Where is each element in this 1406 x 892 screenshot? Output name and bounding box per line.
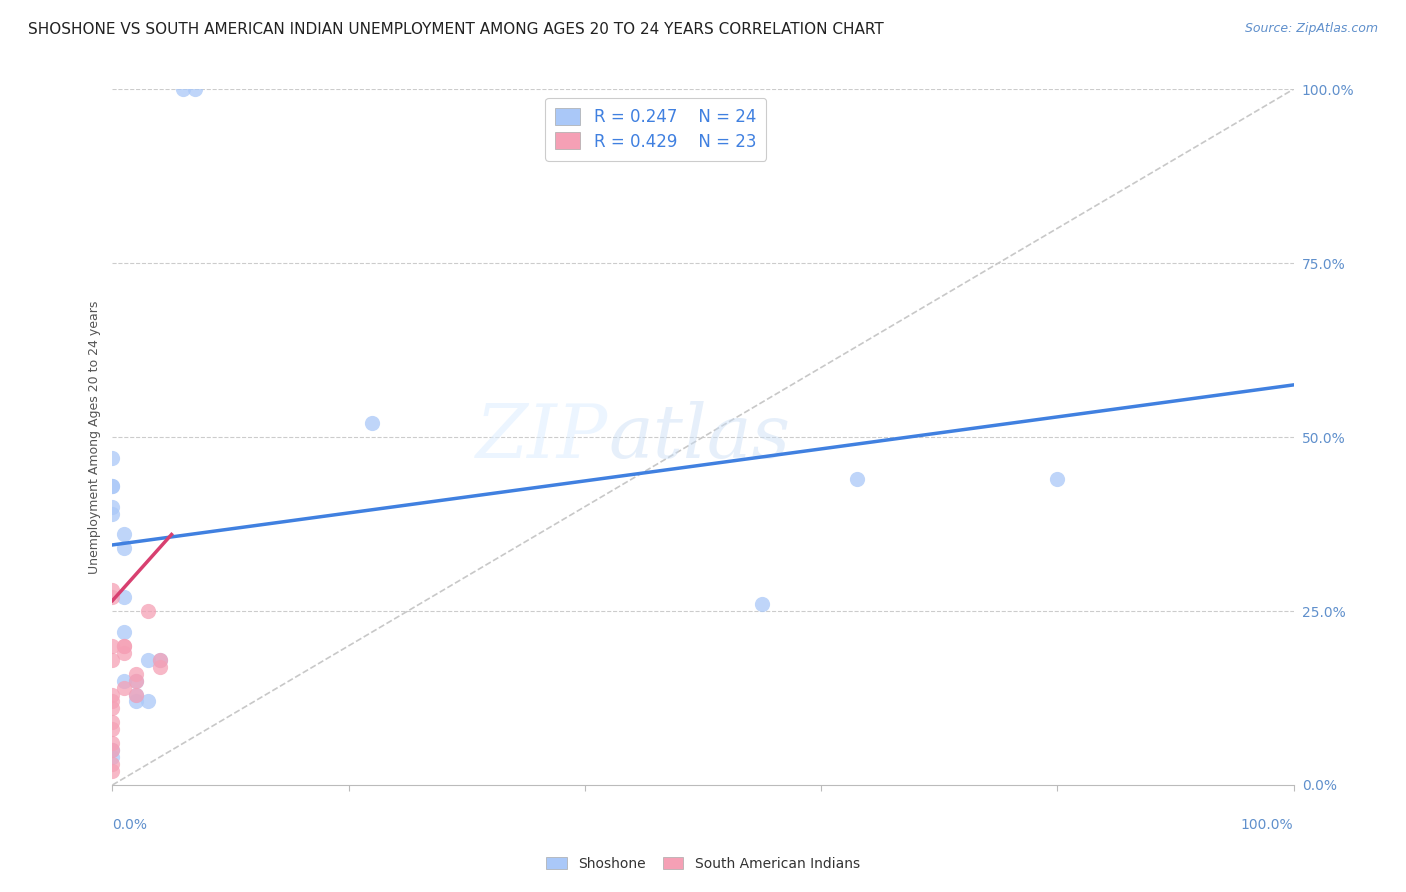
Point [101, 590, 124, 604]
Point [101, 583, 124, 598]
Point [101, 715, 124, 730]
Point [101, 479, 124, 493]
Point [112, 624, 135, 639]
Point [125, 688, 148, 702]
Point [125, 673, 148, 688]
Point [101, 653, 124, 667]
Point [101, 450, 124, 465]
Y-axis label: Unemployment Among Ages 20 to 24 years: Unemployment Among Ages 20 to 24 years [89, 301, 101, 574]
Point [112, 541, 135, 556]
Point [184, 82, 207, 96]
Point [101, 479, 124, 493]
Point [112, 673, 135, 688]
Point [112, 646, 135, 660]
Point [149, 653, 172, 667]
Point [101, 688, 124, 702]
Legend: Shoshone, South American Indians: Shoshone, South American Indians [541, 851, 865, 876]
Point [136, 653, 159, 667]
Point [112, 639, 135, 653]
Point [101, 723, 124, 737]
Text: ZIP: ZIP [477, 401, 609, 474]
Point [125, 688, 148, 702]
Point [112, 527, 135, 541]
Point [101, 639, 124, 653]
Point [136, 694, 159, 708]
Point [112, 590, 135, 604]
Point [101, 757, 124, 772]
Point [125, 666, 148, 681]
Point [101, 743, 124, 757]
Point [101, 694, 124, 708]
Point [751, 597, 773, 611]
Text: Source: ZipAtlas.com: Source: ZipAtlas.com [1244, 22, 1378, 36]
Point [112, 681, 135, 695]
Point [125, 694, 148, 708]
Text: SHOSHONE VS SOUTH AMERICAN INDIAN UNEMPLOYMENT AMONG AGES 20 TO 24 YEARS CORRELA: SHOSHONE VS SOUTH AMERICAN INDIAN UNEMPL… [28, 22, 884, 37]
Point [361, 416, 384, 430]
Point [845, 472, 868, 486]
Point [101, 701, 124, 715]
Point [125, 673, 148, 688]
Text: 0.0%: 0.0% [112, 818, 148, 832]
Text: 100.0%: 100.0% [1241, 818, 1294, 832]
Text: atlas: atlas [609, 401, 790, 474]
Point [101, 764, 124, 778]
Point [101, 500, 124, 514]
Point [136, 604, 159, 618]
Legend: R = 0.247    N = 24, R = 0.429    N = 23: R = 0.247 N = 24, R = 0.429 N = 23 [546, 97, 766, 161]
Point [112, 639, 135, 653]
Point [101, 736, 124, 750]
Point [149, 659, 172, 673]
Point [1046, 472, 1069, 486]
Point [101, 507, 124, 521]
Point [149, 653, 172, 667]
Point [101, 750, 124, 764]
Point [101, 743, 124, 757]
Point [172, 82, 194, 96]
